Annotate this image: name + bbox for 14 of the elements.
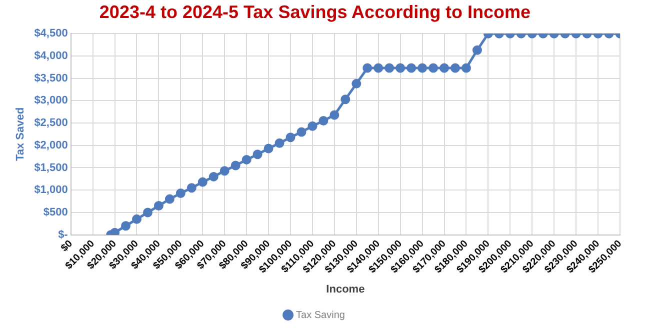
y-tick-label: $4,500 [34, 28, 68, 40]
y-tick-label: $1,000 [34, 184, 68, 196]
y-tick-label: $2,500 [34, 117, 68, 130]
y-tick-label: $3,500 [34, 72, 68, 84]
y-tick-label: $4,000 [34, 50, 68, 62]
y-axis-title: Tax Saved [14, 107, 27, 162]
y-tick-label: $3,000 [34, 94, 68, 107]
y-tick-label: $- [58, 228, 68, 241]
y-tick-label: $1,500 [34, 162, 68, 174]
y-tick-label: $500 [43, 206, 68, 218]
y-tick-label: $2,000 [34, 139, 68, 152]
legend-label: Tax Saving [296, 310, 345, 321]
x-axis-title: Income [326, 283, 365, 296]
chart-title: 2023-4 to 2024-5 Tax Savings According to Income [99, 2, 531, 22]
